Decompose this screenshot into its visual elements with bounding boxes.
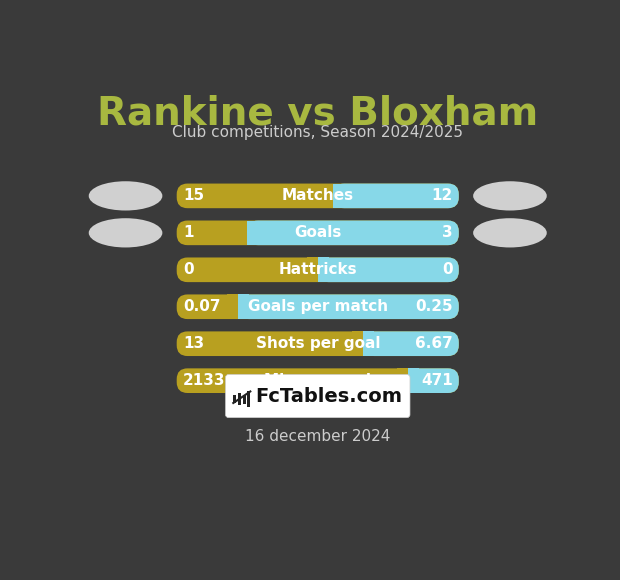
Text: Shots per goal: Shots per goal: [255, 336, 380, 351]
Bar: [228, 295, 238, 319]
FancyBboxPatch shape: [177, 220, 459, 245]
Text: 0: 0: [442, 262, 453, 277]
Bar: [317, 258, 329, 282]
Bar: [397, 368, 408, 393]
Bar: [352, 331, 363, 356]
Text: FcTables.com: FcTables.com: [255, 387, 402, 405]
Text: 2133: 2133: [183, 373, 226, 388]
FancyBboxPatch shape: [363, 331, 459, 356]
FancyBboxPatch shape: [177, 183, 459, 208]
Text: 6.67: 6.67: [415, 336, 453, 351]
Bar: [247, 392, 250, 407]
FancyBboxPatch shape: [177, 295, 459, 319]
FancyBboxPatch shape: [177, 258, 459, 282]
FancyBboxPatch shape: [177, 331, 459, 356]
Text: 0: 0: [183, 262, 193, 277]
FancyBboxPatch shape: [177, 368, 459, 393]
Text: 16 december 2024: 16 december 2024: [245, 429, 391, 444]
Bar: [247, 220, 258, 245]
Bar: [322, 183, 334, 208]
Bar: [238, 295, 249, 319]
Text: 0.07: 0.07: [183, 299, 220, 314]
Bar: [334, 183, 344, 208]
Bar: [238, 393, 241, 405]
Text: Club competitions, Season 2024/2025: Club competitions, Season 2024/2025: [172, 125, 463, 140]
Text: 12: 12: [432, 188, 453, 204]
Ellipse shape: [89, 181, 162, 211]
Text: Hattricks: Hattricks: [278, 262, 357, 277]
Text: Min per goal: Min per goal: [264, 373, 371, 388]
Text: Rankine vs Bloxham: Rankine vs Bloxham: [97, 94, 538, 132]
FancyBboxPatch shape: [226, 375, 410, 418]
Text: 1: 1: [183, 226, 193, 240]
Ellipse shape: [473, 218, 547, 248]
Text: 3: 3: [442, 226, 453, 240]
Bar: [363, 331, 374, 356]
Text: Goals: Goals: [294, 226, 342, 240]
Bar: [307, 258, 317, 282]
Text: Goals per match: Goals per match: [247, 299, 388, 314]
Text: 471: 471: [421, 373, 453, 388]
FancyBboxPatch shape: [408, 368, 459, 393]
Ellipse shape: [473, 181, 547, 211]
Bar: [233, 396, 236, 403]
FancyBboxPatch shape: [238, 295, 459, 319]
Ellipse shape: [89, 218, 162, 248]
FancyBboxPatch shape: [317, 258, 459, 282]
FancyBboxPatch shape: [334, 183, 459, 208]
Bar: [236, 220, 247, 245]
Bar: [242, 394, 246, 404]
Bar: [408, 368, 419, 393]
Text: 13: 13: [183, 336, 204, 351]
Text: 15: 15: [183, 188, 204, 204]
Text: 0.25: 0.25: [415, 299, 453, 314]
FancyBboxPatch shape: [247, 220, 459, 245]
Text: Matches: Matches: [281, 188, 354, 204]
